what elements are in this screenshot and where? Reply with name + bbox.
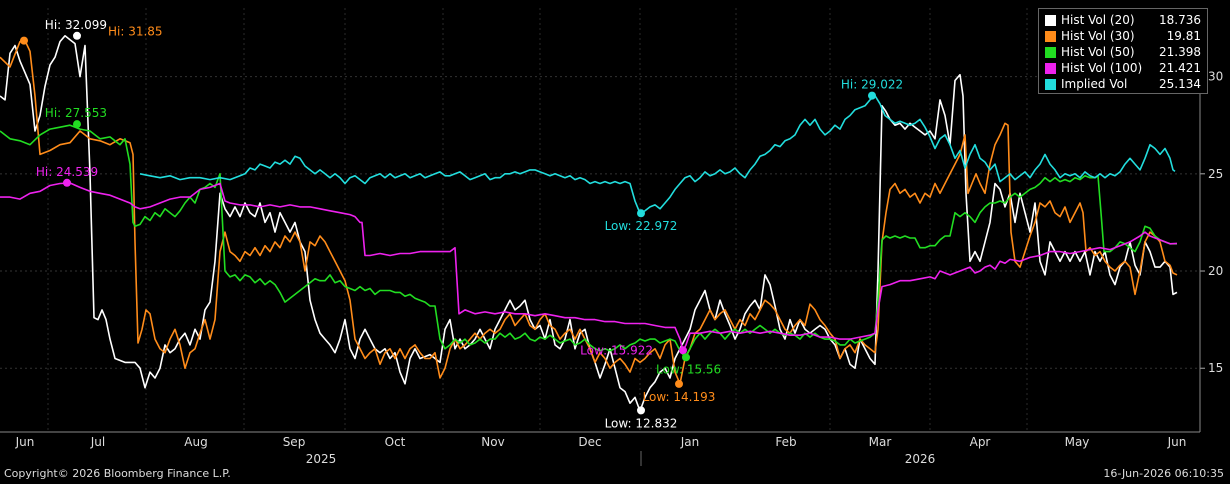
annotation-marker [63, 178, 71, 187]
legend-series-value: 18.736 [1159, 13, 1201, 27]
legend-swatch [1045, 14, 1056, 26]
annotation-marker [679, 346, 687, 355]
y-tick-label: 30 [1208, 70, 1223, 84]
legend-series-name: Hist Vol (30) [1061, 29, 1135, 43]
series-line-3 [0, 124, 1177, 359]
annotation-label: Hi: 29.022 [841, 78, 903, 92]
legend: Hist Vol (20) 18.736 Hist Vol (30) 19.81 His… [1038, 8, 1208, 94]
legend-item: Hist Vol (20) 18.736 [1045, 12, 1201, 28]
legend-series-value: 21.398 [1159, 45, 1201, 59]
annotation-marker [73, 120, 81, 129]
annotation-label: Low: 22.972 [605, 219, 678, 233]
legend-series-name: Implied Vol [1061, 77, 1128, 91]
y-tick-label: 25 [1208, 167, 1223, 181]
legend-series-value: 21.421 [1159, 61, 1201, 75]
y-tick-label: 20 [1208, 264, 1223, 278]
annotation-marker [637, 209, 645, 218]
legend-series-value: 25.134 [1159, 77, 1201, 91]
legend-series-name: Hist Vol (100) [1061, 61, 1143, 75]
x-tick-label: Oct [385, 435, 406, 449]
legend-series-name: Hist Vol (20) [1061, 13, 1135, 27]
annotation-marker [868, 91, 876, 100]
series-line-4 [0, 182, 1178, 352]
annotation-marker [682, 353, 690, 362]
y-tick-label: 15 [1208, 361, 1223, 375]
x-tick-label: May [1065, 435, 1090, 449]
legend-item: Hist Vol (100) 21.421 [1045, 60, 1201, 76]
x-tick-label: Jun [15, 435, 35, 449]
x-tick-label: Sep [283, 435, 306, 449]
legend-swatch [1045, 62, 1056, 74]
x-tick-label: Jul [90, 435, 105, 449]
annotation-marker [73, 31, 81, 40]
legend-series-name: Hist Vol (50) [1061, 45, 1135, 59]
annotation-marker [637, 406, 645, 415]
x-tick-label: Jan [680, 435, 700, 449]
annotation-label: Hi: 27.553 [45, 106, 107, 120]
annotation-layer: Hi: 32.099 Hi: 31.85 Hi: 27.553 Hi: 24.539 H… [20, 18, 903, 430]
x-tick-label: Feb [775, 435, 796, 449]
year-label: 2026 [905, 452, 936, 466]
x-tick-label: Mar [869, 435, 892, 449]
x-tick-label: Nov [481, 435, 504, 449]
annotation-label: Low: 15.922 [580, 343, 653, 357]
x-tick-label: Dec [578, 435, 601, 449]
annotation-marker [675, 379, 683, 388]
year-label: 2025 [306, 452, 337, 466]
series-line-2 [0, 39, 1178, 385]
annotation-label: Low: 12.832 [605, 416, 678, 430]
x-tick-label: Jun [1167, 435, 1187, 449]
series-layer [0, 35, 1178, 412]
annotation-label: Low: 14.193 [643, 390, 716, 404]
annotation-label: Hi: 31.85 [108, 25, 163, 39]
annotation-label: Hi: 24.539 [36, 165, 98, 179]
legend-item: Hist Vol (30) 19.81 [1045, 28, 1201, 44]
legend-item: Hist Vol (50) 21.398 [1045, 44, 1201, 60]
legend-series-value: 19.81 [1166, 29, 1201, 43]
x-tick-label: Apr [970, 435, 991, 449]
legend-swatch [1045, 30, 1056, 42]
copyright-text: Copyright© 2026 Bloomberg Finance L.P. [4, 467, 231, 480]
timestamp-text: 16-Jun-2026 06:10:35 [1103, 467, 1224, 480]
annotation-label: Hi: 32.099 [45, 18, 107, 32]
legend-swatch [1045, 46, 1056, 58]
annotation-marker [20, 36, 28, 45]
legend-swatch [1045, 78, 1056, 90]
annotation-label: Low: 15.56 [656, 362, 721, 376]
legend-item: Implied Vol 25.134 [1045, 76, 1201, 92]
x-tick-label: Aug [184, 435, 207, 449]
series-line-5 [139, 94, 1176, 215]
